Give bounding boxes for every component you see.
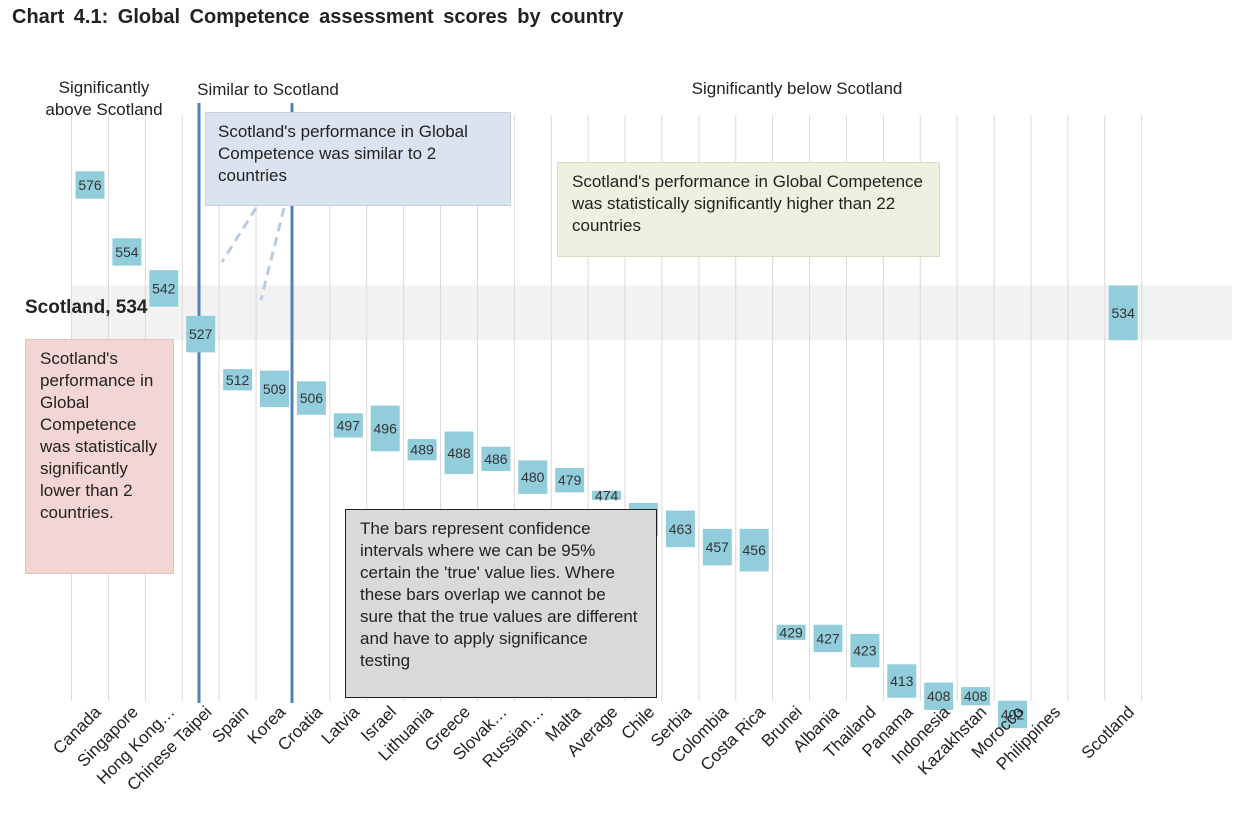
data-label: 497 [337, 417, 361, 433]
tick-label: Latvia [318, 702, 364, 748]
tick-label: Scotland [1078, 702, 1138, 762]
data-label: 413 [890, 673, 914, 689]
bar [961, 687, 991, 706]
region-label-above-2: above Scotland [45, 100, 162, 119]
region-label-similar: Similar to Scotland [197, 80, 339, 99]
bar [850, 633, 880, 668]
bar [518, 460, 548, 494]
region-label-below: Significantly below Scotland [692, 79, 903, 98]
data-label: 457 [706, 539, 730, 555]
bar [112, 238, 142, 266]
data-label: 496 [374, 420, 398, 436]
bar [75, 171, 105, 199]
data-label: 509 [263, 381, 287, 397]
bar [555, 467, 585, 493]
data-label: 534 [1112, 305, 1136, 321]
bar [592, 490, 622, 500]
data-label: 527 [189, 326, 213, 342]
annotation-lower: Scotland's performance in Global Compete… [25, 339, 174, 574]
data-label: 489 [410, 442, 434, 458]
data-label: 429 [779, 624, 803, 640]
data-label: 576 [78, 177, 102, 193]
data-label: 486 [484, 451, 508, 467]
bar [924, 682, 954, 710]
bar [444, 431, 474, 475]
data-label: 423 [853, 643, 877, 659]
bar [333, 413, 363, 438]
bar [776, 624, 806, 640]
bar [665, 510, 695, 548]
data-label: 512 [226, 372, 250, 388]
bar [887, 664, 917, 698]
annotation-similar: Scotland's performance in Global Compete… [205, 112, 511, 206]
bar [481, 446, 511, 472]
data-label: 480 [521, 469, 545, 485]
annotation-note: The bars represent confidence intervals … [345, 509, 657, 698]
data-label: 506 [300, 390, 324, 406]
data-label: 408 [927, 688, 951, 704]
leader-line [259, 207, 286, 301]
bar [186, 315, 216, 353]
bar [296, 381, 326, 415]
data-label: 427 [816, 630, 840, 646]
data-label: 554 [115, 244, 139, 260]
scotland-band [72, 285, 1232, 341]
data-label: 479 [558, 472, 582, 488]
data-label: 463 [669, 521, 693, 537]
leader-line [220, 207, 258, 263]
region-label-above-1: Significantly [59, 78, 150, 97]
data-label: 456 [743, 542, 767, 558]
bar [223, 369, 253, 391]
chart-title: Chart 4.1: Global Competence assessment … [12, 6, 624, 28]
bar [370, 405, 400, 452]
bar [813, 624, 843, 653]
scotland-label: Scotland, 534 [25, 297, 148, 318]
bar [739, 528, 769, 572]
bar [149, 270, 179, 307]
bar [702, 528, 732, 566]
bar [407, 439, 437, 461]
data-label: 542 [152, 280, 176, 296]
bar [1108, 285, 1138, 341]
data-label: 474 [595, 487, 619, 503]
data-label: 408 [964, 688, 988, 704]
tick-label: Spain [208, 702, 252, 746]
bar [998, 700, 1027, 729]
bar [260, 370, 289, 408]
data-label: 488 [447, 445, 471, 461]
data-label: 402 [1001, 706, 1025, 722]
annotation-higher: Scotland's performance in Global Compete… [557, 162, 940, 257]
